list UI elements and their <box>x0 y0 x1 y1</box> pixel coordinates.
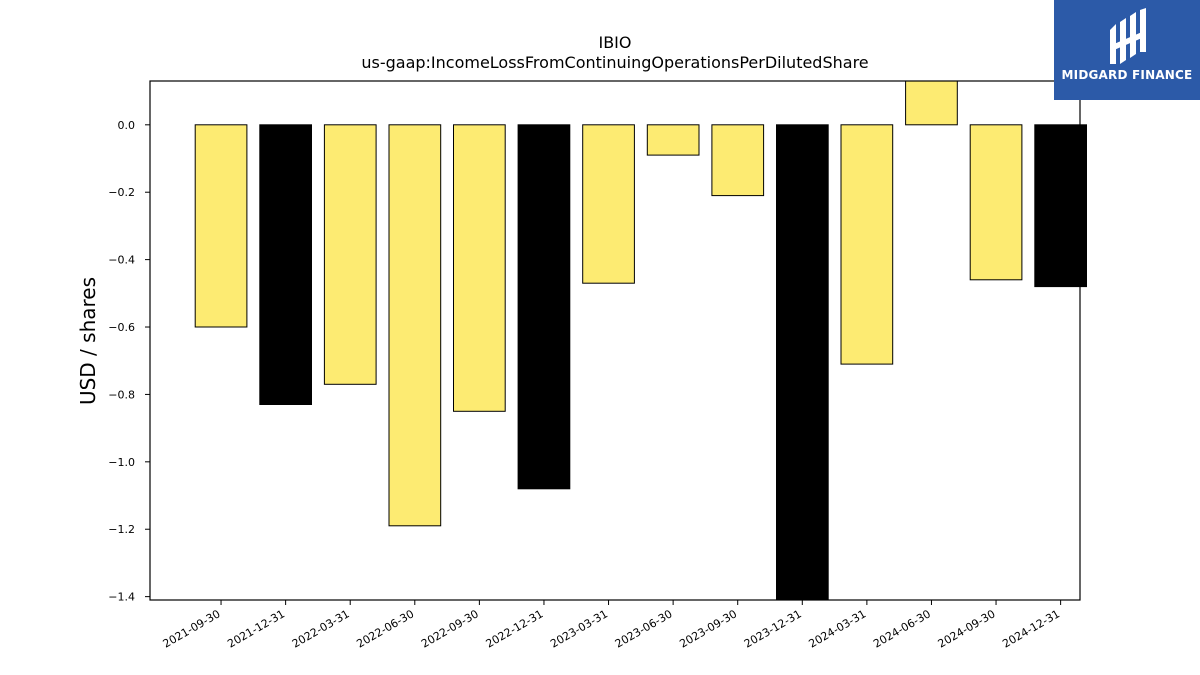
brand-name: MIDGARD FINANCE <box>1061 68 1193 82</box>
x-tick-label: 2024-03-31 <box>807 607 869 650</box>
bar-2023-06-30 <box>646 124 700 156</box>
y-tick-label: −1.4 <box>108 591 135 604</box>
x-tick-label: 2021-12-31 <box>225 607 287 650</box>
x-tick-label: 2023-09-30 <box>677 607 739 650</box>
bar-2023-12-31 <box>776 124 829 601</box>
chart-subtitle: us-gaap:IncomeLossFromContinuingOperatio… <box>361 53 869 72</box>
bar-2022-09-30 <box>453 124 506 412</box>
brand-mark-icon <box>1110 8 1146 64</box>
x-tick-label: 2022-12-31 <box>484 607 546 650</box>
y-tick-label: −1.0 <box>108 456 135 469</box>
x-tick-label: 2022-06-30 <box>354 607 416 650</box>
y-tick-label: −0.6 <box>108 321 135 334</box>
bar-2023-09-30 <box>711 124 765 197</box>
bar-2022-12-31 <box>517 124 571 490</box>
bar-2024-09-30 <box>969 124 1023 281</box>
y-tick-label: −0.8 <box>108 388 135 401</box>
x-tick-label: 2022-09-30 <box>419 607 481 650</box>
y-tick-label: −0.2 <box>108 186 135 199</box>
brand-logo: MIDGARD FINANCE <box>1054 0 1200 100</box>
x-tick-label: 2023-06-30 <box>613 607 675 650</box>
y-axis: 0.0 −0.2 −0.4 −0.6 −0.8 −1.0 −1.2 −1.4 <box>108 119 150 604</box>
x-tick-label: 2024-12-31 <box>1000 607 1062 650</box>
bar-2022-06-30 <box>388 124 442 527</box>
x-tick-label: 2023-03-31 <box>548 607 610 650</box>
x-tick-label: 2024-06-30 <box>871 607 933 650</box>
bars-group <box>194 80 1088 601</box>
x-tick-label: 2024-09-30 <box>936 607 998 650</box>
x-tick-label: 2021-09-30 <box>161 607 223 650</box>
chart-title: IBIO <box>598 33 632 52</box>
y-axis-label: USD / shares <box>76 277 100 405</box>
bar-2022-03-31 <box>323 124 377 385</box>
y-tick-label: −1.2 <box>108 523 135 536</box>
x-tick-label: 2022-03-31 <box>290 607 352 650</box>
y-tick-label: −0.4 <box>108 254 135 267</box>
bar-2024-12-31 <box>1034 124 1088 288</box>
x-tick-label: 2023-12-31 <box>742 607 804 650</box>
plot-frame <box>149 80 1081 601</box>
bar-2023-03-31 <box>582 124 635 284</box>
bar-2024-06-30 <box>905 80 958 126</box>
bar-2021-09-30 <box>194 124 248 328</box>
y-tick-label: 0.0 <box>118 119 136 132</box>
bar-2024-03-31 <box>840 124 894 365</box>
x-axis: 2021-09-30 2021-12-31 2022-03-31 2022-06-30… <box>161 600 1062 651</box>
bar-2021-12-31 <box>259 124 312 406</box>
